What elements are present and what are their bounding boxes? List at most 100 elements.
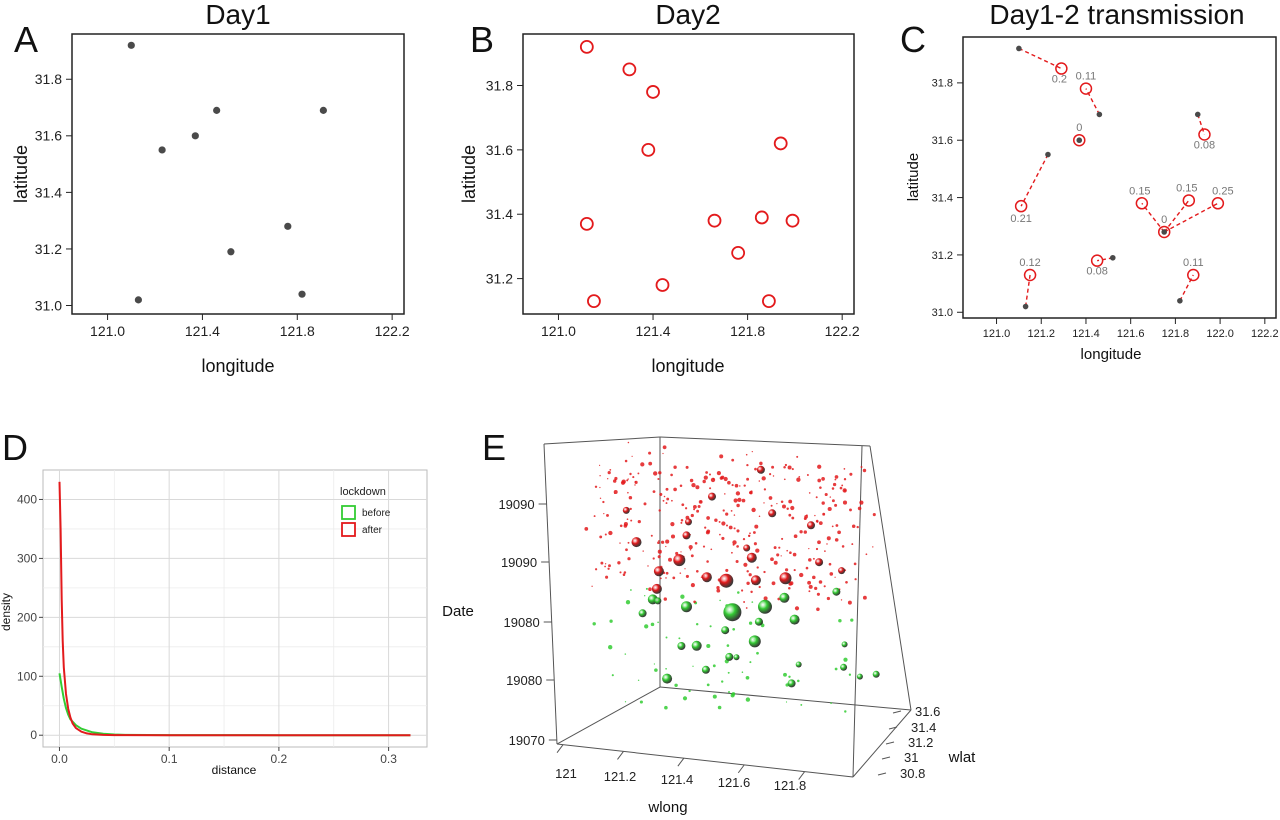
- box-edge: [659, 436, 871, 447]
- case-sphere-after: [602, 500, 605, 504]
- panel-c-plot: 121.0 121.2 121.4 121.6 121.8 122.0 122.2 31.0 3…: [932, 36, 1279, 340]
- case-sphere-after: [608, 564, 611, 568]
- case-sphere-after: [772, 475, 775, 477]
- case-sphere-after: [763, 502, 765, 504]
- case-sphere-after: [594, 568, 598, 571]
- case-sphere-after: [818, 580, 823, 584]
- case-sphere-after: [787, 465, 792, 470]
- case-sphere-after: [691, 482, 696, 488]
- case-sphere-after: [763, 596, 768, 601]
- day1-point: [1022, 303, 1029, 310]
- case-sphere-after: [604, 563, 607, 565]
- case-sphere-before: [712, 694, 717, 699]
- case-sphere-after: [705, 471, 708, 474]
- plotB-xtick-label: 121.0: [541, 323, 576, 339]
- case-sphere-before: [840, 663, 848, 671]
- case-sphere-after: [837, 530, 841, 535]
- plotB-ytick-label: 31.8: [486, 77, 513, 93]
- case-sphere-after: [707, 531, 709, 533]
- case-sphere-after: [603, 512, 605, 515]
- panel-e-zlabel: Date: [442, 603, 474, 620]
- case-sphere-after: [731, 458, 735, 462]
- case-sphere-before: [783, 672, 787, 677]
- plotC-xtick-label: 121.4: [1072, 328, 1100, 340]
- link-weight-label: 0.21: [1010, 213, 1031, 225]
- case-sphere-after: [682, 531, 691, 540]
- case-sphere-after: [750, 575, 761, 586]
- day2-point: [707, 213, 722, 228]
- transmission-link: [1197, 114, 1206, 135]
- case-sphere-after: [640, 462, 645, 467]
- plotC-xtick-label: 121.2: [1027, 328, 1055, 340]
- case-sphere-after: [834, 538, 839, 542]
- plotC-xtick-label: 122.0: [1206, 328, 1234, 340]
- plotA-xtick-label: 121.4: [185, 323, 220, 339]
- case-sphere-after: [658, 540, 660, 542]
- case-sphere-after: [814, 514, 816, 517]
- case-sphere-after: [628, 495, 633, 500]
- case-sphere-after: [823, 585, 826, 588]
- case-sphere-after: [776, 502, 778, 505]
- case-sphere-after: [604, 533, 607, 536]
- case-sphere-before: [644, 624, 649, 629]
- day2-point: [1073, 133, 1086, 147]
- case-sphere-before: [692, 665, 694, 667]
- case-sphere-before: [664, 705, 668, 710]
- case-sphere-after: [784, 568, 789, 572]
- panel-e-plot: 19070 19080 19080 19090 19090 121 121.2 121.4 12…: [498, 436, 940, 793]
- case-sphere-after: [690, 583, 695, 588]
- link-weight-label: 0.25: [1212, 185, 1233, 197]
- case-sphere-before: [830, 702, 832, 704]
- case-sphere-after: [688, 545, 693, 550]
- case-sphere-after: [741, 498, 746, 503]
- case-sphere-after: [599, 535, 603, 539]
- day2-point: [579, 39, 594, 54]
- case-sphere-after: [804, 514, 808, 519]
- case-sphere-after: [742, 537, 746, 541]
- y-tick-mark: [885, 741, 895, 745]
- panel-c-xlabel: longitude: [1081, 346, 1142, 363]
- case-sphere-after: [670, 473, 673, 477]
- case-sphere-before: [751, 601, 754, 603]
- case-sphere-after: [751, 507, 756, 513]
- case-sphere-after: [631, 537, 642, 548]
- case-sphere-after: [780, 555, 782, 557]
- plotC-xtick-label: 122.2: [1251, 328, 1279, 340]
- case-sphere-after: [753, 542, 757, 546]
- case-sphere-before: [745, 675, 750, 680]
- transmission-link: [1179, 274, 1194, 302]
- case-sphere-after: [599, 464, 601, 466]
- xtick-label: 0.3: [380, 752, 397, 766]
- case-sphere-after: [778, 546, 781, 549]
- panel-d-ylabel: density: [0, 593, 13, 631]
- case-sphere-before: [644, 595, 646, 597]
- case-sphere-after: [834, 503, 838, 507]
- case-sphere-after: [719, 573, 734, 588]
- case-sphere-after: [718, 520, 721, 523]
- case-sphere-before: [639, 700, 643, 704]
- case-sphere-after: [680, 521, 683, 524]
- case-sphere-after: [838, 567, 846, 575]
- link-weight-label: 0.15: [1129, 185, 1150, 197]
- day2-point: [587, 294, 601, 309]
- panel-b-title: Day2: [655, 0, 720, 30]
- case-sphere-after: [832, 482, 837, 487]
- case-sphere-after: [665, 502, 668, 505]
- panel-b-plot: 121.0 121.4 121.8 122.2 31.2 31.4 31.6 31.8: [486, 33, 860, 339]
- case-sphere-after: [815, 547, 819, 551]
- case-sphere-after: [622, 573, 626, 576]
- case-sphere-after: [733, 514, 736, 516]
- box-edge: [659, 686, 912, 711]
- plotC-xtick-label: 121.6: [1117, 328, 1145, 340]
- day2-point: [622, 62, 637, 77]
- case-sphere-after: [839, 486, 843, 490]
- case-sphere-after: [827, 506, 832, 512]
- case-sphere-before: [709, 625, 712, 628]
- z-tick-label: 19080: [506, 673, 542, 688]
- case-sphere-after: [759, 461, 763, 466]
- case-sphere-after: [680, 519, 684, 522]
- case-sphere-after: [629, 472, 632, 476]
- case-sphere-after: [794, 606, 800, 611]
- case-sphere-before: [695, 622, 699, 626]
- case-sphere-before: [624, 653, 627, 655]
